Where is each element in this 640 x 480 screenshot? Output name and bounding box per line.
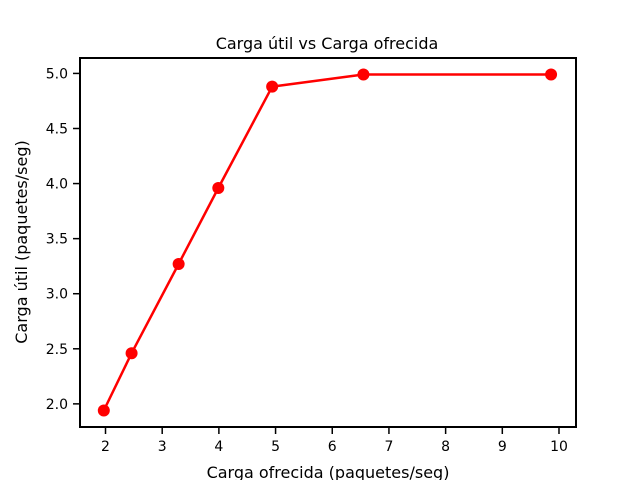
x-tick-label: 3 (158, 439, 167, 455)
x-axis-ticks: 2 3 4 5 6 7 8 9 10 (101, 427, 568, 455)
chart-title: Carga útil vs Carga ofrecida (216, 34, 439, 53)
y-tick-label: 2.0 (46, 397, 68, 413)
y-tick-label: 2.5 (46, 342, 68, 358)
data-point (266, 80, 279, 93)
y-tick-label: 4.0 (46, 177, 68, 193)
x-axis-label: Carga ofrecida (paquetes/seg) (207, 463, 450, 480)
y-tick-label: 3.0 (46, 287, 68, 303)
data-point (97, 404, 110, 417)
x-tick-label: 10 (550, 439, 568, 455)
x-tick-label: 5 (271, 439, 280, 455)
y-axis-label: Carga útil (paquetes/seg) (12, 140, 31, 343)
x-tick-label: 4 (214, 439, 223, 455)
y-axis-ticks: 2.0 2.5 3.0 3.5 4.0 4.5 5.0 (46, 66, 80, 413)
x-tick-label: 9 (498, 439, 507, 455)
series-line (102, 73, 552, 412)
y-tick-label: 4.5 (46, 121, 68, 137)
data-point (357, 68, 370, 81)
x-tick-label: 8 (441, 439, 450, 455)
series-layer (97, 68, 558, 417)
plot-frame (79, 57, 577, 428)
x-tick-label: 2 (101, 439, 110, 455)
y-tick-label: 5.0 (46, 66, 68, 82)
data-point (545, 68, 558, 81)
y-tick-label: 3.5 (46, 232, 68, 248)
x-tick-label: 7 (384, 439, 393, 455)
x-tick-label: 6 (328, 439, 337, 455)
data-point (212, 181, 225, 194)
data-point (125, 347, 138, 360)
data-point (172, 257, 185, 270)
